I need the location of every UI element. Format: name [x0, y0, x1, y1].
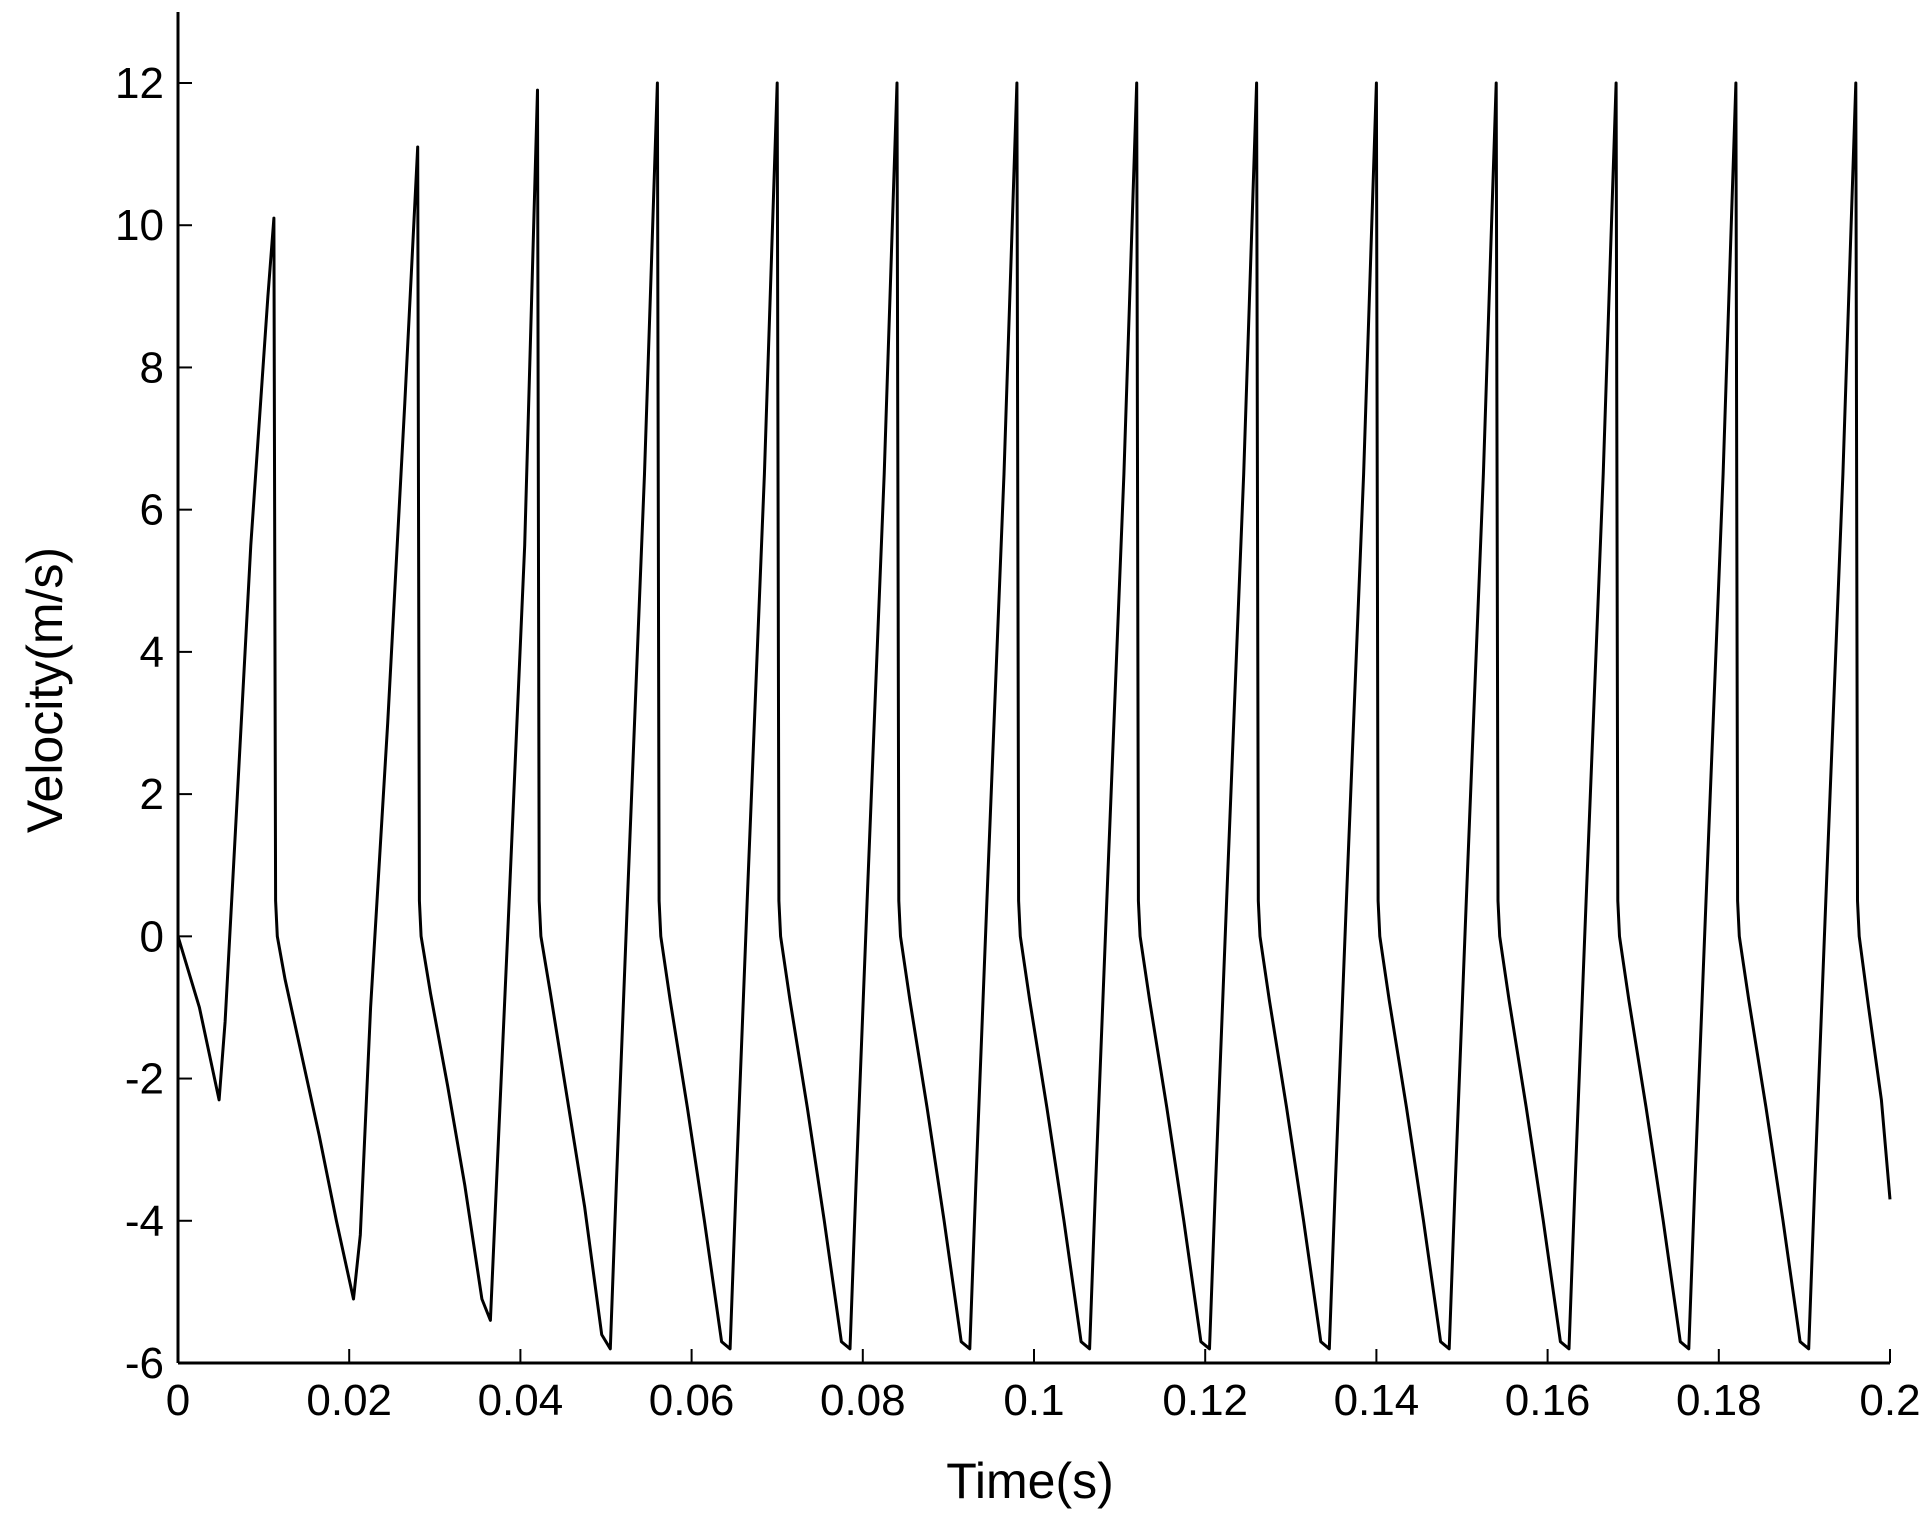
- x-tick-label: 0.12: [1162, 1376, 1248, 1425]
- y-tick-label: 4: [140, 628, 164, 677]
- x-tick-label: 0.16: [1505, 1376, 1591, 1425]
- velocity-series-line: [176, 81, 1892, 1351]
- y-tick-label: 10: [115, 201, 164, 250]
- x-tick-label: 0: [166, 1376, 190, 1425]
- y-tick-label: -6: [125, 1339, 164, 1388]
- x-tick-label: 0.2: [1859, 1376, 1920, 1425]
- y-tick-label: 12: [115, 59, 164, 108]
- y-tick-label: 0: [140, 912, 164, 961]
- y-tick-label: 8: [140, 343, 164, 392]
- x-tick-label: 0.14: [1334, 1376, 1420, 1425]
- x-tick-label: 0.06: [649, 1376, 735, 1425]
- y-tick-label: 2: [140, 770, 164, 819]
- x-axis-title: Time(s): [946, 1453, 1114, 1509]
- x-tick-label: 0.18: [1676, 1376, 1762, 1425]
- y-tick-label: 6: [140, 486, 164, 535]
- y-axis-ticks: -6 -4 -2 0 2 4 6 8 10 12: [115, 59, 192, 1388]
- y-axis-title: Velocity(m/s): [17, 547, 73, 833]
- x-tick-label: 0.04: [478, 1376, 564, 1425]
- x-axis-ticks: 0 0.02 0.04 0.06 0.08 0.1 0.12 0.14 0.16 0.18 0.2: [166, 1349, 1921, 1425]
- x-tick-label: 0.1: [1003, 1376, 1064, 1425]
- y-tick-label: -4: [125, 1197, 164, 1246]
- y-tick-label: -2: [125, 1055, 164, 1104]
- x-tick-label: 0.02: [306, 1376, 392, 1425]
- x-tick-label: 0.08: [820, 1376, 906, 1425]
